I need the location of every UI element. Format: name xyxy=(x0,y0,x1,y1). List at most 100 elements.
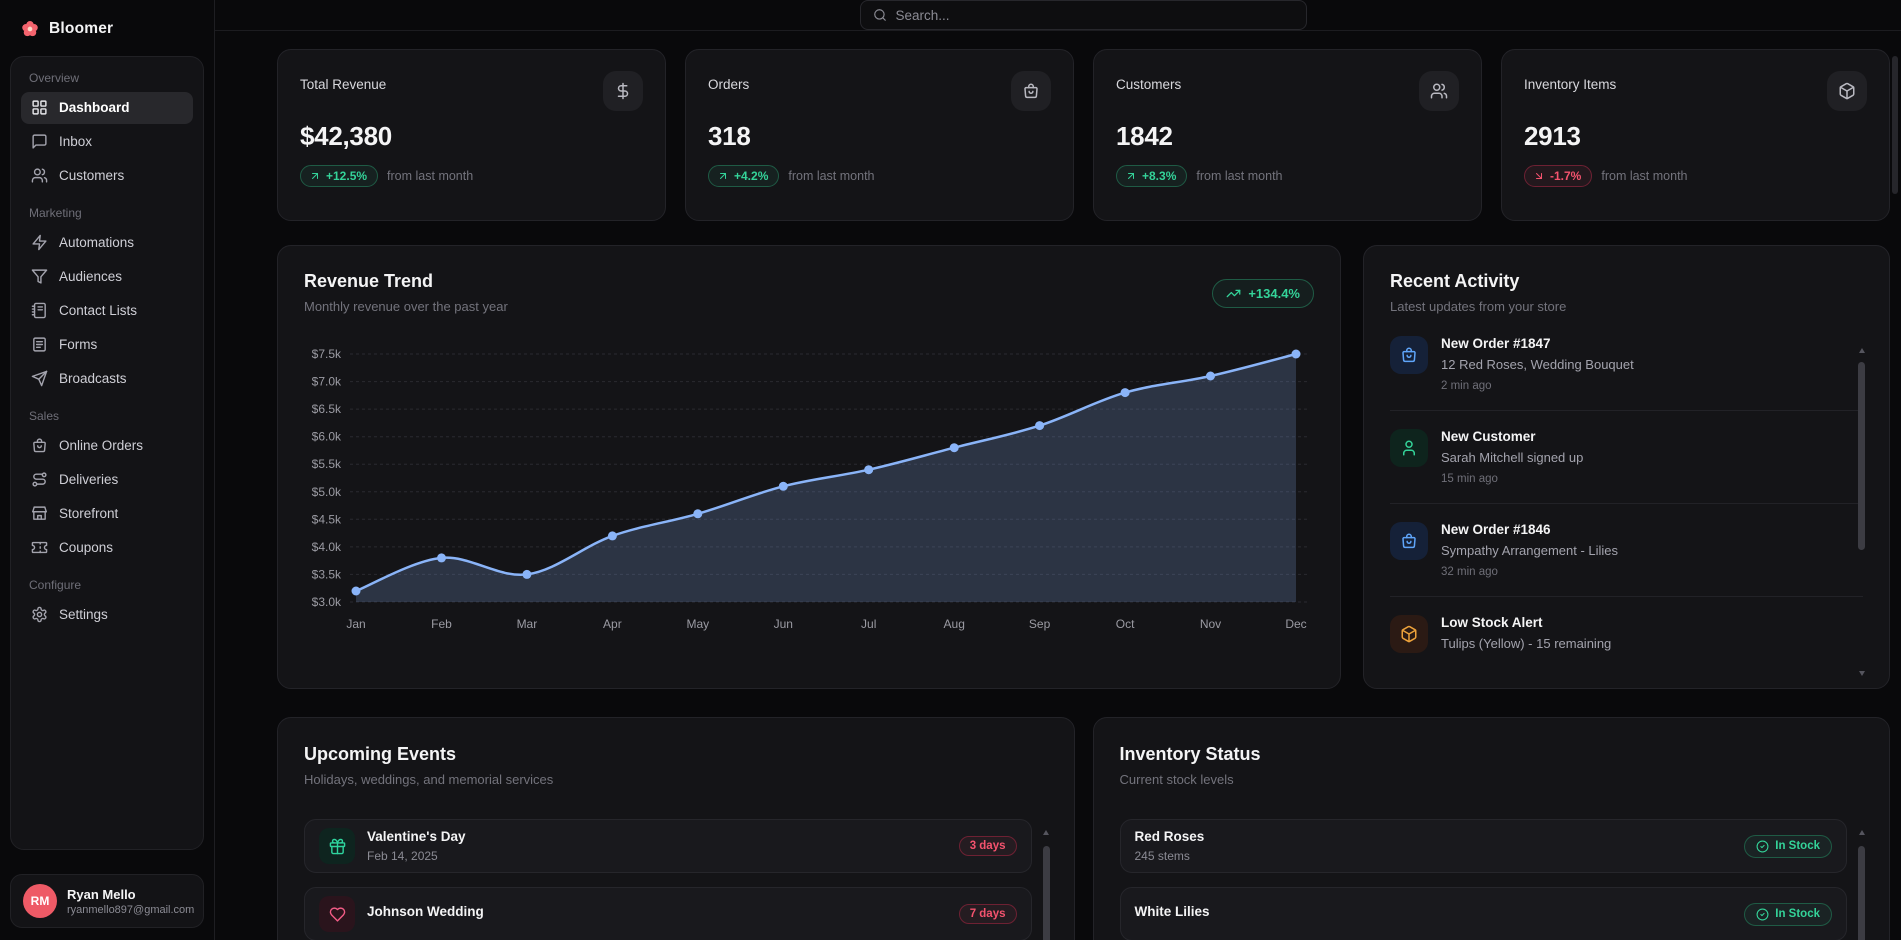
sidebar-item-coupons[interactable]: Coupons xyxy=(21,532,193,564)
scrollbar-thumb[interactable] xyxy=(1858,362,1865,550)
revenue-trend-card: Revenue Trend Monthly revenue over the p… xyxy=(277,245,1341,689)
sidebar-item-label: Inbox xyxy=(59,134,92,149)
sidebar-item-storefront[interactable]: Storefront xyxy=(21,498,193,530)
svg-text:Nov: Nov xyxy=(1200,617,1221,631)
events-title: Upcoming Events xyxy=(304,744,1048,765)
sidebar-item-label: Automations xyxy=(59,235,134,250)
events-scrollbar[interactable] xyxy=(1043,840,1050,940)
sidebar-item-inbox[interactable]: Inbox xyxy=(21,126,193,158)
scroll-up-arrow-icon[interactable] xyxy=(1043,830,1049,835)
stat-card-orders: Orders 318 +4.2% from last month xyxy=(685,49,1074,221)
events-list: Valentine's Day Feb 14, 2025 3 days John… xyxy=(304,819,1048,940)
sidebar-item-forms[interactable]: Forms xyxy=(21,329,193,361)
sidebar-item-settings[interactable]: Settings xyxy=(21,599,193,631)
sidebar-item-label: Broadcasts xyxy=(59,371,127,386)
sidebar-item-label: Deliveries xyxy=(59,472,118,487)
activity-item: New Customer Sarah Mitchell signed up 15… xyxy=(1390,410,1863,503)
scrollbar-thumb[interactable] xyxy=(1858,846,1865,940)
scroll-down-arrow-icon[interactable] xyxy=(1859,671,1865,676)
stat-note: from last month xyxy=(1196,169,1282,183)
stats-row: Total Revenue $42,380 +12.5% from last m… xyxy=(277,49,1890,221)
inventory-scrollbar[interactable] xyxy=(1858,840,1865,940)
dashboard-icon xyxy=(31,99,48,116)
inventory-item-name: White Lilies xyxy=(1135,904,1210,919)
activity-item-description: 12 Red Roses, Wedding Bouquet xyxy=(1441,357,1634,372)
check-circle-icon xyxy=(1756,908,1769,921)
trending-up-icon xyxy=(1226,286,1241,301)
activity-item-time: 15 min ago xyxy=(1441,473,1583,485)
arrow-up-right-icon xyxy=(309,170,321,182)
bottom-row: Upcoming Events Holidays, weddings, and … xyxy=(277,717,1890,940)
check-circle-icon xyxy=(1756,840,1769,853)
sidebar-item-dashboard[interactable]: Dashboard xyxy=(21,92,193,124)
svg-text:Feb: Feb xyxy=(431,617,452,631)
activity-item-title: New Customer xyxy=(1441,429,1583,444)
days-badge: 7 days xyxy=(959,904,1017,924)
inbox-icon xyxy=(31,133,48,150)
sidebar-item-deliveries[interactable]: Deliveries xyxy=(21,464,193,496)
users-icon xyxy=(31,167,48,184)
stat-card-total-revenue: Total Revenue $42,380 +12.5% from last m… xyxy=(277,49,666,221)
event-title: Valentine's Day xyxy=(367,829,466,844)
svg-text:May: May xyxy=(686,617,709,631)
shopping-bag-icon xyxy=(1011,71,1051,111)
total-change-badge: +134.4% xyxy=(1212,279,1314,308)
inventory-row: Red Roses 245 stems In Stock xyxy=(1120,819,1848,873)
dollar-icon xyxy=(603,71,643,111)
shopping-bag-icon xyxy=(1390,336,1428,374)
search-box[interactable] xyxy=(860,0,1307,30)
scroll-up-arrow-icon[interactable] xyxy=(1859,348,1865,353)
chart-subtitle: Monthly revenue over the past year xyxy=(304,299,508,314)
flower-logo-icon xyxy=(20,19,40,39)
notebook-icon xyxy=(31,302,48,319)
heart-icon xyxy=(319,896,355,932)
top-bar xyxy=(215,0,1901,31)
event-row: Valentine's Day Feb 14, 2025 3 days xyxy=(304,819,1032,873)
nav-section-label: Overview xyxy=(29,71,185,85)
stock-status-badge: In Stock xyxy=(1744,835,1832,858)
sidebar-nav: Overview Dashboard Inbox Customers Marke… xyxy=(10,56,204,850)
sidebar-item-contact-lists[interactable]: Contact Lists xyxy=(21,295,193,327)
days-badge: 3 days xyxy=(959,836,1017,856)
svg-text:Oct: Oct xyxy=(1116,617,1135,631)
sidebar-item-label: Storefront xyxy=(59,506,118,521)
gift-icon xyxy=(319,828,355,864)
sidebar-item-label: Audiences xyxy=(59,269,122,284)
sidebar-item-broadcasts[interactable]: Broadcasts xyxy=(21,363,193,395)
sidebar-item-label: Settings xyxy=(59,607,108,622)
activity-scrollbar[interactable] xyxy=(1858,358,1865,666)
sidebar-item-audiences[interactable]: Audiences xyxy=(21,261,193,293)
events-subtitle: Holidays, weddings, and memorial service… xyxy=(304,772,1048,787)
sidebar-item-label: Forms xyxy=(59,337,97,352)
inventory-row: White Lilies In Stock xyxy=(1120,887,1848,940)
inventory-subtitle: Current stock levels xyxy=(1120,772,1864,787)
search-input[interactable] xyxy=(896,8,1294,23)
page-scrollbar-thumb[interactable] xyxy=(1892,56,1898,194)
svg-text:$3.5k: $3.5k xyxy=(312,567,342,581)
sidebar-item-online-orders[interactable]: Online Orders xyxy=(21,430,193,462)
arrow-down-right-icon xyxy=(1533,170,1545,182)
sidebar-item-customers[interactable]: Customers xyxy=(21,160,193,192)
gear-icon xyxy=(31,606,48,623)
dashboard-content: Total Revenue $42,380 +12.5% from last m… xyxy=(215,31,1901,940)
scrollbar-thumb[interactable] xyxy=(1043,846,1050,940)
activity-item: Low Stock Alert Tulips (Yellow) - 15 rem… xyxy=(1390,596,1863,671)
activity-item-title: New Order #1847 xyxy=(1441,336,1634,351)
activity-item-description: Tulips (Yellow) - 15 remaining xyxy=(1441,636,1611,651)
svg-text:$5.5k: $5.5k xyxy=(312,457,342,471)
arrow-up-right-icon xyxy=(717,170,729,182)
stat-card-inventory-items: Inventory Items 2913 -1.7% from last mon… xyxy=(1501,49,1890,221)
avatar: RM xyxy=(23,884,57,918)
activity-item-description: Sarah Mitchell signed up xyxy=(1441,450,1583,465)
sidebar-item-label: Dashboard xyxy=(59,100,130,115)
revenue-trend-chart: $3.0k$3.5k$4.0k$4.5k$5.0k$5.5k$6.0k$6.5k… xyxy=(304,344,1314,634)
svg-text:$7.0k: $7.0k xyxy=(312,375,342,389)
svg-text:$3.0k: $3.0k xyxy=(312,595,342,609)
scroll-up-arrow-icon[interactable] xyxy=(1859,830,1865,835)
sidebar-item-automations[interactable]: Automations xyxy=(21,227,193,259)
inventory-item-name: Red Roses xyxy=(1135,829,1205,844)
user-name: Ryan Mello xyxy=(67,887,194,902)
change-badge: -1.7% xyxy=(1524,165,1592,187)
user-profile[interactable]: RM Ryan Mello ryanmello897@gmail.com xyxy=(10,874,204,928)
user-email: ryanmello897@gmail.com xyxy=(67,904,194,916)
